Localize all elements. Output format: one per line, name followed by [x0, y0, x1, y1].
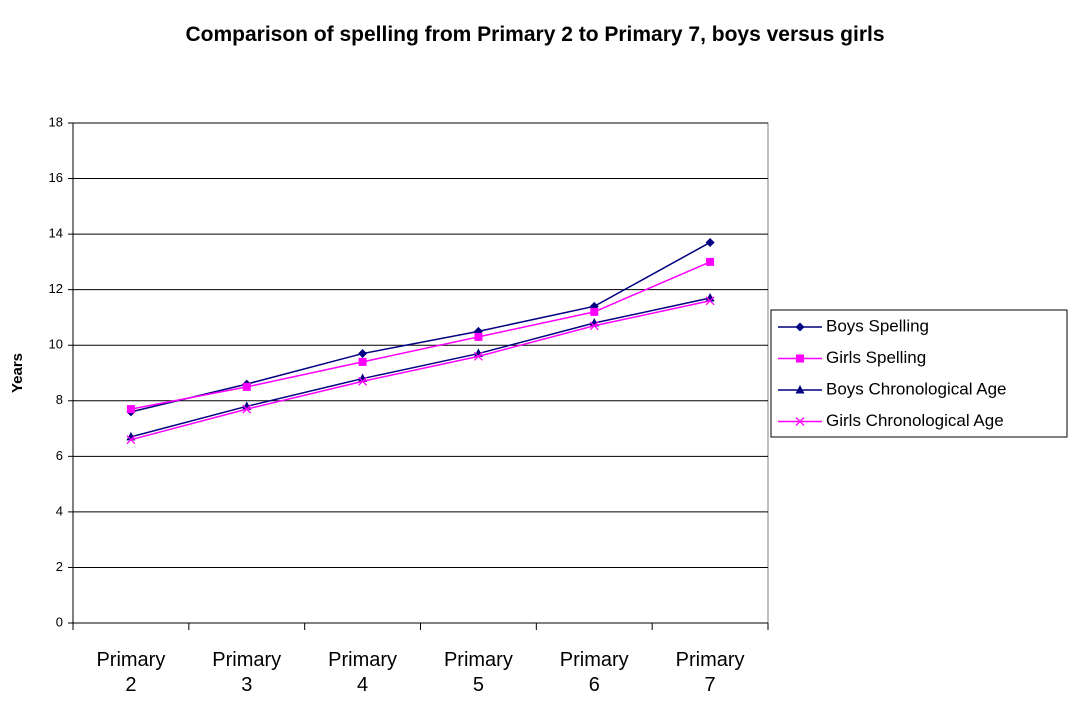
legend-label: Girls Chronological Age [826, 411, 1004, 430]
marker [795, 385, 805, 394]
marker [705, 296, 715, 306]
marker [795, 322, 805, 332]
y-tick-label: 6 [56, 448, 63, 463]
legend-label: Girls Spelling [826, 348, 926, 367]
marker [796, 354, 804, 363]
marker [242, 404, 252, 414]
x-tick-label: Primary 7 [675, 649, 745, 696]
legend-box [770, 309, 1068, 438]
x-tick-label: Primary 6 [559, 649, 629, 696]
y-tick-label: 12 [49, 281, 63, 296]
y-tick-label: 0 [56, 614, 63, 629]
marker [589, 321, 599, 331]
y-tick-label: 2 [56, 559, 63, 574]
y-tick-label: 18 [49, 114, 63, 129]
marker [358, 357, 367, 366]
marker [795, 417, 805, 426]
y-tick-label: 4 [56, 503, 63, 518]
marker [473, 351, 483, 361]
marker [474, 332, 483, 341]
legend-label: Boys Spelling [826, 316, 929, 335]
y-tick-label: 14 [49, 226, 63, 241]
plot-area [72, 122, 769, 624]
x-tick-label: Primary 2 [96, 649, 166, 696]
x-tick-label: Primary 5 [443, 649, 513, 696]
series-line [130, 261, 711, 410]
series-line [130, 300, 711, 441]
chart-title: Comparison of spelling from Primary 2 to… [185, 23, 885, 46]
y-tick-label: 8 [56, 392, 63, 407]
marker [705, 237, 715, 247]
marker [358, 376, 368, 386]
marker [590, 307, 599, 316]
marker [358, 349, 368, 359]
marker [706, 257, 715, 266]
series-line [130, 241, 711, 413]
x-tick-label: Primary 3 [212, 649, 282, 696]
y-tick-label: 16 [49, 170, 63, 185]
series-line [130, 297, 711, 438]
marker [126, 435, 136, 445]
y-tick-label: 10 [49, 337, 63, 352]
marker [126, 405, 135, 414]
legend-label: Boys Chronological Age [826, 379, 1007, 398]
x-tick-label: Primary 4 [328, 649, 398, 696]
y-axis-label: Years [9, 353, 26, 393]
marker [242, 382, 251, 391]
